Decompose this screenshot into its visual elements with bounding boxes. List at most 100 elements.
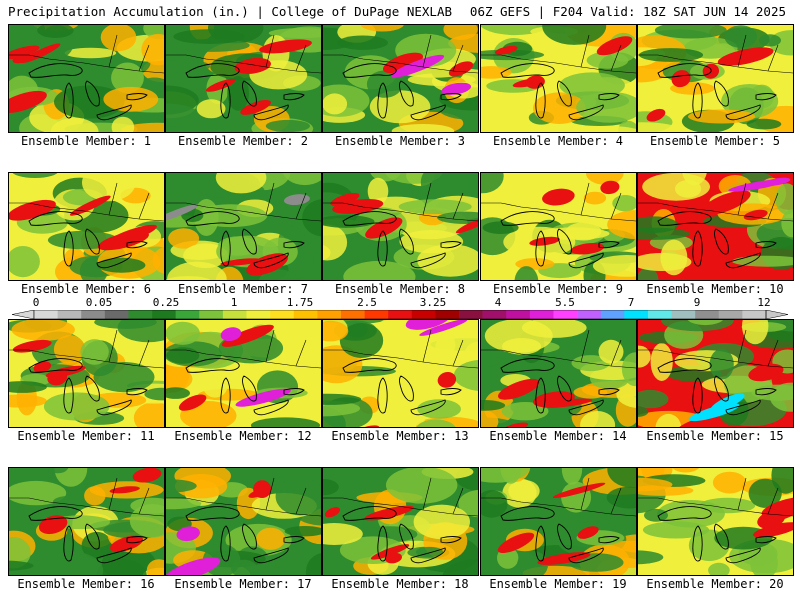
border-line [452, 44, 464, 72]
precip-field [323, 173, 478, 280]
ensemble-member-label: Ensemble Member: 11 [17, 429, 155, 443]
precip-blob [521, 320, 587, 338]
lake-outline [410, 252, 446, 269]
precip-blob [305, 553, 321, 575]
heavy-precip-band [455, 216, 478, 234]
ensemble-member-label: Ensemble Member: 4 [492, 134, 624, 148]
colorbar-tick-label: 1.75 [286, 296, 314, 309]
ensemble-member-label: Ensemble Member: 5 [649, 134, 781, 148]
heavy-precip-band [235, 388, 291, 407]
border-line [580, 182, 590, 216]
border-line [737, 329, 747, 363]
precip-blob [193, 204, 268, 228]
heavy-precip-band [596, 36, 633, 56]
precip-blob [53, 335, 86, 364]
precip-blob [215, 173, 267, 194]
border-line [295, 44, 307, 72]
precip-blob [323, 93, 348, 115]
border-line [452, 487, 464, 515]
ensemble-member-label: Ensemble Member: 10 [646, 282, 784, 296]
lake-outline [535, 230, 546, 267]
colorbar-outline [33, 310, 767, 319]
lake-outline [725, 104, 761, 121]
lake-outline [253, 547, 289, 564]
precip-field [481, 468, 636, 575]
colorbar-swatch [647, 310, 672, 319]
heavy-precip-band [382, 52, 424, 74]
border-line [138, 44, 150, 72]
precip-blob [437, 211, 478, 224]
border-line [767, 339, 779, 367]
heavy-precip-band [671, 70, 691, 88]
border-line [580, 329, 590, 363]
lake-outline [755, 536, 777, 544]
ensemble-member-map [165, 24, 322, 133]
ensemble-member-map [480, 24, 637, 133]
lake-outline [342, 506, 397, 521]
lake-outline [63, 525, 74, 562]
lake-outline [28, 506, 83, 521]
lake-outline [557, 80, 572, 107]
border-line [610, 339, 622, 367]
heavy-precip-band [9, 90, 47, 114]
lake-outline [714, 523, 729, 550]
precip-blob [759, 34, 781, 47]
ensemble-member-label: Ensemble Member: 8 [334, 282, 466, 296]
precip-blob [654, 25, 727, 39]
lake-outline [126, 241, 148, 249]
lake-outline [500, 63, 555, 78]
precip-blob [166, 387, 190, 399]
colorbar-tick-label: 12 [757, 296, 771, 309]
lake-outline [440, 536, 462, 544]
lake-outline [568, 104, 604, 121]
border-line [422, 329, 432, 363]
colorbar-swatch [388, 310, 413, 319]
lake-outline [253, 104, 289, 121]
precip-blob [50, 117, 99, 132]
precip-blob [586, 51, 629, 69]
lake-outline [598, 388, 620, 396]
lake-outline [500, 358, 555, 373]
precip-blob [638, 48, 704, 62]
precip-blob [638, 345, 651, 368]
precip-field [481, 320, 636, 427]
precip-blob [37, 25, 74, 38]
lake-outline [535, 525, 546, 562]
heavy-precip-band [220, 258, 262, 266]
precip-blob [580, 411, 616, 427]
heavy-precip-band [283, 194, 310, 206]
precip-blob [724, 25, 757, 48]
precip-blob [343, 260, 416, 280]
lake-outline [220, 525, 231, 562]
heavy-precip-band [20, 43, 61, 64]
precip-blob [360, 25, 404, 32]
heavy-precip-band [221, 324, 274, 347]
border-line [452, 339, 464, 367]
precip-blob [775, 183, 793, 215]
colorbar-swatch [317, 310, 342, 319]
lake-outline [96, 104, 132, 121]
precip-blob [709, 348, 734, 380]
ensemble-member-label: Ensemble Member: 19 [489, 577, 627, 591]
precip-blob [367, 177, 389, 205]
precip-blob [606, 486, 636, 509]
precip-blob [383, 325, 421, 351]
heavy-precip-band [248, 487, 270, 498]
precipitation-colorbar [12, 310, 788, 319]
precip-blob [139, 77, 164, 93]
precip-blob [196, 99, 226, 119]
precip-blob [166, 364, 193, 394]
precip-blob [323, 393, 362, 405]
lake-outline [714, 80, 729, 107]
heavy-precip-band [405, 320, 451, 330]
lake-outline [283, 536, 305, 544]
heavy-precip-band [370, 544, 410, 560]
precip-blob [638, 550, 664, 565]
ensemble-member-map [322, 319, 479, 428]
precip-blob [583, 191, 607, 205]
precip-blob [9, 537, 31, 569]
border-line [767, 44, 779, 72]
precip-blob [166, 497, 202, 510]
border-line [767, 487, 779, 515]
precip-blob [64, 47, 117, 59]
